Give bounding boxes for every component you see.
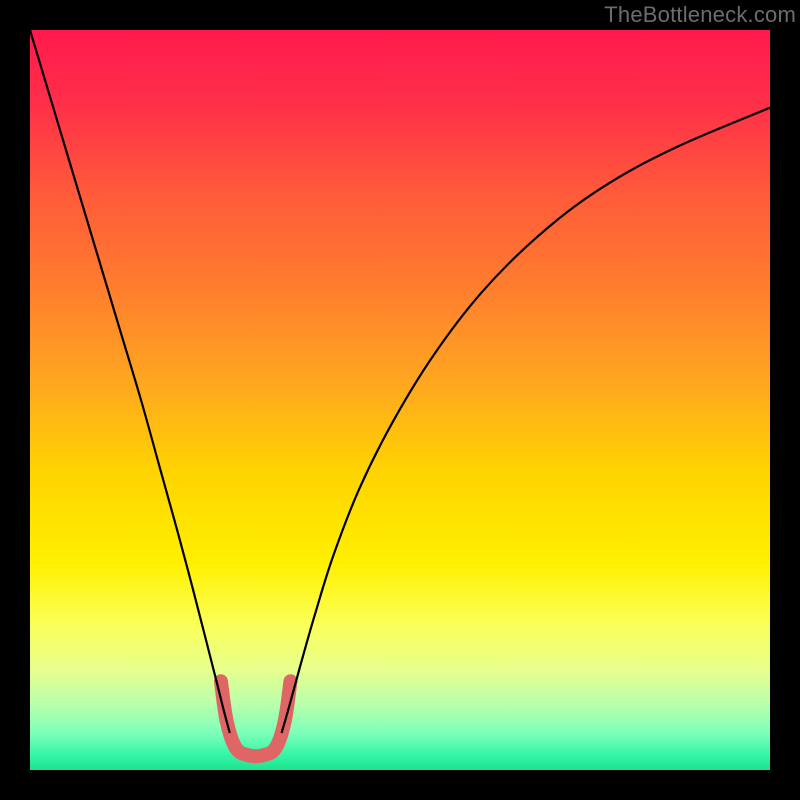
watermark-text: TheBottleneck.com	[604, 2, 796, 28]
chart-svg	[30, 30, 770, 770]
plot-area	[30, 30, 770, 770]
chart-frame	[0, 0, 800, 800]
